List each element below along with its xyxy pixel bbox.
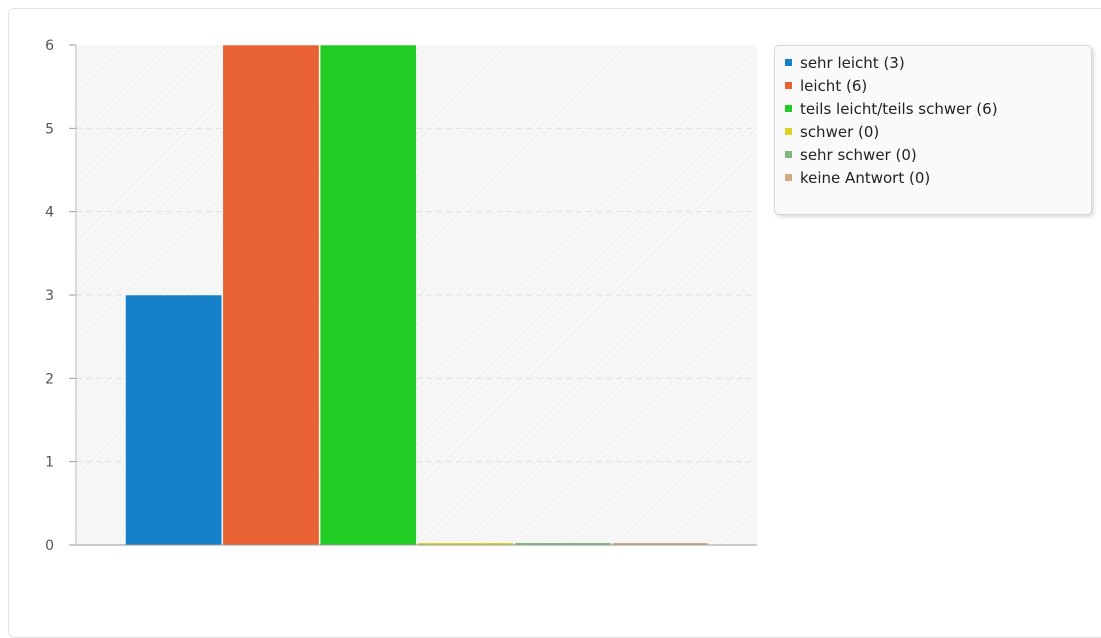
legend-swatch-icon bbox=[785, 128, 792, 135]
y-tick-label: 0 bbox=[45, 538, 54, 554]
legend-item[interactable]: teils leicht/teils schwer (6) bbox=[785, 97, 1091, 120]
y-tick-label: 1 bbox=[45, 455, 54, 471]
legend-swatch-icon bbox=[785, 105, 792, 112]
legend-label: leicht (6) bbox=[800, 76, 868, 95]
bar-1[interactable] bbox=[125, 294, 223, 546]
chart-legend: sehr leicht (3) leicht (6) teils leicht/te… bbox=[774, 45, 1092, 215]
y-tick-label: 5 bbox=[45, 121, 54, 137]
bar-4[interactable] bbox=[417, 543, 514, 545]
legend-label: sehr schwer (0) bbox=[800, 145, 917, 164]
bar-chart: 0 1 2 3 4 5 6 bbox=[45, 38, 757, 554]
legend-swatch-icon bbox=[785, 82, 792, 89]
legend-label: sehr leicht (3) bbox=[800, 53, 905, 72]
legend-item[interactable]: sehr leicht (3) bbox=[785, 51, 1091, 74]
bar-5[interactable] bbox=[515, 543, 611, 545]
legend-item[interactable]: keine Antwort (0) bbox=[785, 166, 1091, 189]
legend-item[interactable]: leicht (6) bbox=[785, 74, 1091, 97]
legend-swatch-icon bbox=[785, 59, 792, 66]
legend-swatch-icon bbox=[785, 174, 792, 181]
bar-2[interactable] bbox=[222, 44, 320, 546]
bar-6[interactable] bbox=[612, 543, 708, 545]
bar-3[interactable] bbox=[319, 44, 417, 546]
y-tick-label: 4 bbox=[45, 205, 54, 221]
legend-item[interactable]: schwer (0) bbox=[785, 120, 1091, 143]
legend-label: schwer (0) bbox=[800, 122, 880, 141]
legend-label: teils leicht/teils schwer (6) bbox=[800, 99, 998, 118]
legend-label: keine Antwort (0) bbox=[800, 168, 931, 187]
y-tick-label: 3 bbox=[45, 288, 54, 304]
legend-item[interactable]: sehr schwer (0) bbox=[785, 143, 1091, 166]
y-tick-label: 6 bbox=[45, 38, 54, 54]
legend-swatch-icon bbox=[785, 151, 792, 158]
y-tick-label: 2 bbox=[45, 371, 54, 387]
